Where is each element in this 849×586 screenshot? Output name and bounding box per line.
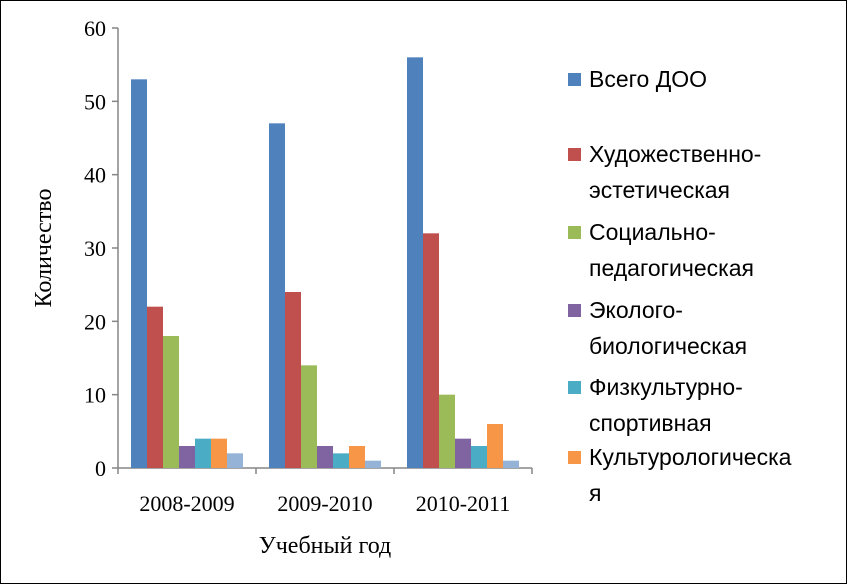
bar <box>487 424 503 468</box>
legend-swatch <box>568 381 581 394</box>
axes <box>117 28 532 469</box>
bar <box>423 233 439 468</box>
bar <box>285 292 301 468</box>
bar <box>407 57 423 468</box>
legend-label: Физкультурно- <box>589 374 743 400</box>
legend: Всего ДОО Художественно-эстетическая Социа… <box>568 66 792 506</box>
legend-label: эстетическая <box>589 177 730 203</box>
y-tick-label: 10 <box>84 383 106 408</box>
bar <box>333 453 349 468</box>
x-ticks: 2008-2009 2009-2010 2010-2011 <box>117 468 533 516</box>
legend-label: спортивная <box>589 410 712 436</box>
y-tick-label: 40 <box>84 163 106 188</box>
x-tick-label: 2010-2011 <box>416 491 511 516</box>
bar <box>503 460 519 468</box>
bar <box>163 336 179 468</box>
bars <box>131 57 519 468</box>
legend-swatch <box>568 451 581 464</box>
legend-label: я <box>589 480 601 506</box>
bar <box>439 394 455 468</box>
bar <box>147 306 163 468</box>
x-tick-label: 2008-2009 <box>139 491 234 516</box>
legend-swatch <box>568 73 581 86</box>
bar <box>227 453 243 468</box>
bar <box>471 446 487 468</box>
y-tick-label: 50 <box>84 89 106 114</box>
legend-label: Социально- <box>589 219 716 245</box>
legend-label: педагогическая <box>589 255 754 281</box>
bar <box>455 438 471 468</box>
legend-label: Культурологическа <box>589 444 792 470</box>
legend-label: Художественно- <box>589 141 761 167</box>
legend-label: Эколого- <box>589 297 683 323</box>
y-tick-label: 60 <box>84 16 106 41</box>
legend-label: Всего ДОО <box>589 66 707 92</box>
legend-swatch <box>568 148 581 161</box>
y-tick-label: 0 <box>95 456 106 481</box>
y-tick-label: 20 <box>84 309 106 334</box>
bar <box>195 438 211 468</box>
bar <box>131 79 147 468</box>
bar <box>179 446 195 468</box>
bar <box>365 460 381 468</box>
y-axis-title: Количество <box>31 189 57 308</box>
legend-label: биологическая <box>589 333 747 359</box>
legend-swatch <box>568 226 581 239</box>
y-tick-label: 30 <box>84 236 106 261</box>
bar <box>301 365 317 468</box>
y-ticks: 0 10 20 30 40 50 60 <box>84 16 118 481</box>
bar <box>349 446 365 468</box>
bar <box>269 123 285 468</box>
x-axis-title: Учебный год <box>259 533 392 559</box>
bar <box>211 438 227 468</box>
legend-swatch <box>568 304 581 317</box>
bar <box>317 446 333 468</box>
x-tick-label: 2009-2010 <box>277 491 372 516</box>
